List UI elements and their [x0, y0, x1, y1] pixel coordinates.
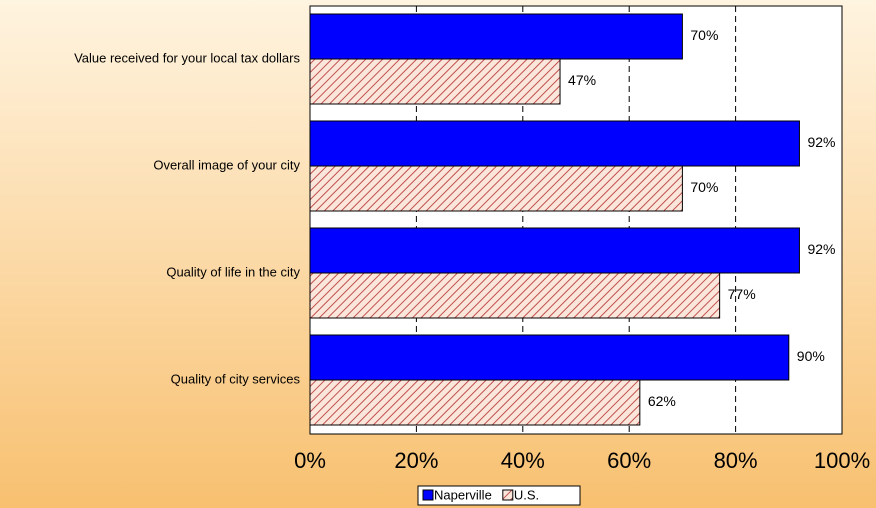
y-tick-label: Value received for your local tax dollar… — [74, 50, 300, 65]
bar — [309, 272, 721, 319]
x-tick-label: 100% — [814, 448, 870, 473]
bar — [309, 120, 800, 167]
y-tick-label: Overall image of your city — [153, 157, 300, 172]
x-tick-label: 60% — [607, 448, 651, 473]
x-tick-label: 20% — [394, 448, 438, 473]
value-label: 77% — [728, 286, 756, 302]
value-label: 90% — [797, 348, 825, 364]
bar — [309, 165, 683, 212]
bar — [309, 334, 790, 381]
legend-swatch — [422, 489, 434, 501]
legend-box — [417, 485, 581, 506]
y-tick-label: Quality of life in the city — [166, 264, 300, 279]
bar — [309, 58, 561, 105]
legend-label: U.S. — [514, 487, 539, 502]
x-tick-label: 80% — [714, 448, 758, 473]
legend-label: Naperville — [434, 487, 492, 502]
value-label: 92% — [807, 134, 835, 150]
x-tick-label: 0% — [294, 448, 326, 473]
value-label: 62% — [648, 393, 676, 409]
y-tick-label: Quality of city services — [171, 371, 301, 386]
bar — [309, 379, 641, 426]
value-label: 92% — [807, 241, 835, 257]
value-label: 70% — [690, 27, 718, 43]
value-label: 47% — [568, 72, 596, 88]
value-label: 70% — [690, 179, 718, 195]
bar — [309, 13, 683, 60]
x-tick-label: 40% — [501, 448, 545, 473]
legend-swatch — [502, 489, 514, 501]
bar — [309, 227, 800, 274]
